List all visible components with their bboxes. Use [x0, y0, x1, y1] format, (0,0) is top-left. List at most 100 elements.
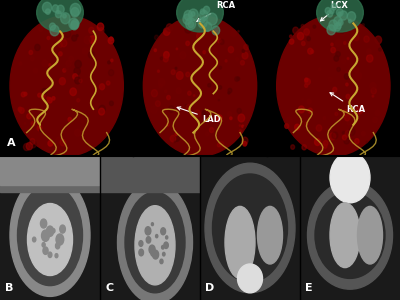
Ellipse shape [143, 16, 257, 156]
Circle shape [26, 142, 32, 150]
Circle shape [24, 143, 30, 151]
Circle shape [42, 88, 47, 94]
Circle shape [354, 67, 359, 72]
Circle shape [244, 127, 245, 128]
Circle shape [154, 35, 158, 40]
Circle shape [175, 133, 178, 136]
Circle shape [94, 59, 96, 62]
Circle shape [219, 66, 222, 69]
Circle shape [346, 94, 350, 99]
Circle shape [202, 16, 206, 21]
Circle shape [343, 110, 348, 116]
Circle shape [340, 11, 348, 20]
Circle shape [108, 70, 114, 76]
Circle shape [55, 11, 62, 18]
Circle shape [236, 58, 238, 61]
Circle shape [324, 140, 328, 146]
Circle shape [70, 88, 76, 96]
Circle shape [60, 13, 70, 24]
Circle shape [42, 243, 45, 247]
Circle shape [33, 68, 38, 73]
Circle shape [151, 249, 156, 256]
Circle shape [37, 125, 42, 131]
Circle shape [71, 8, 79, 17]
Circle shape [334, 23, 340, 31]
Ellipse shape [37, 0, 83, 32]
Circle shape [65, 67, 68, 70]
Circle shape [186, 41, 190, 46]
Circle shape [62, 34, 64, 36]
Circle shape [308, 48, 313, 54]
Circle shape [59, 78, 66, 85]
Circle shape [40, 219, 47, 228]
Circle shape [19, 62, 22, 65]
Circle shape [42, 230, 49, 242]
Circle shape [63, 14, 66, 18]
Circle shape [189, 102, 193, 106]
Circle shape [176, 88, 181, 94]
Circle shape [364, 36, 369, 42]
Circle shape [212, 48, 218, 54]
Circle shape [35, 44, 40, 50]
Circle shape [162, 245, 164, 249]
Circle shape [168, 106, 174, 112]
Circle shape [349, 128, 355, 136]
Circle shape [302, 41, 305, 46]
Circle shape [355, 72, 362, 80]
Circle shape [325, 8, 331, 14]
Circle shape [52, 5, 58, 12]
Ellipse shape [10, 174, 90, 296]
Circle shape [188, 9, 198, 20]
Circle shape [54, 47, 58, 52]
Circle shape [19, 108, 24, 113]
Circle shape [330, 8, 334, 14]
Circle shape [301, 24, 304, 28]
Circle shape [203, 6, 210, 14]
Circle shape [228, 46, 234, 53]
Circle shape [228, 88, 232, 93]
Circle shape [27, 114, 31, 119]
Circle shape [244, 44, 248, 50]
Circle shape [60, 140, 66, 146]
Circle shape [304, 29, 309, 35]
Circle shape [201, 18, 205, 23]
Circle shape [158, 70, 160, 72]
Circle shape [218, 99, 220, 101]
Circle shape [373, 117, 377, 123]
Circle shape [240, 61, 244, 65]
Circle shape [48, 252, 52, 257]
Circle shape [290, 35, 292, 38]
Circle shape [333, 87, 337, 92]
Circle shape [73, 74, 78, 79]
Circle shape [50, 25, 59, 36]
Circle shape [202, 113, 209, 120]
Circle shape [297, 32, 304, 40]
Circle shape [188, 91, 191, 95]
Circle shape [336, 52, 340, 57]
Circle shape [108, 38, 114, 44]
Circle shape [237, 77, 240, 80]
Circle shape [161, 228, 166, 235]
Circle shape [149, 245, 155, 254]
Circle shape [82, 121, 84, 123]
Circle shape [375, 36, 382, 44]
Circle shape [327, 11, 333, 17]
Circle shape [186, 72, 190, 77]
Circle shape [218, 39, 221, 43]
Ellipse shape [212, 174, 288, 282]
Ellipse shape [358, 206, 382, 264]
Text: A: A [7, 138, 15, 148]
Circle shape [216, 115, 222, 122]
Circle shape [152, 250, 159, 259]
Circle shape [323, 117, 326, 119]
Circle shape [97, 23, 104, 31]
Circle shape [31, 122, 34, 126]
Circle shape [237, 108, 241, 113]
Circle shape [346, 83, 348, 86]
Circle shape [70, 3, 81, 16]
Circle shape [193, 94, 195, 97]
Circle shape [305, 122, 308, 125]
Circle shape [167, 95, 170, 100]
Circle shape [321, 139, 325, 143]
Circle shape [71, 20, 79, 29]
